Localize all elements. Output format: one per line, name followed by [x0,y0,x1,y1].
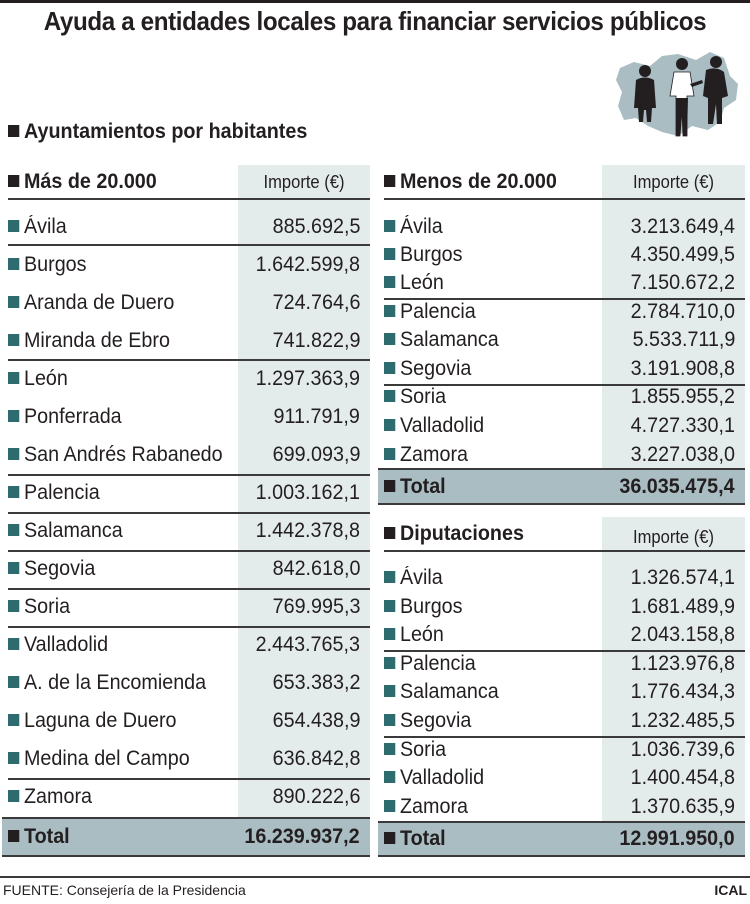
square-bullet-icon [384,480,396,492]
square-bullet-icon [384,527,396,539]
square-bullet-icon [384,175,396,187]
table-mas-20000: Más de 20.000 Importe (€) Ávila 885.692,5… [2,165,370,857]
square-bullet-icon [8,752,20,764]
square-bullet-icon [8,220,20,232]
square-bullet-icon [8,830,20,842]
square-bullet-icon [384,685,396,697]
square-bullet-icon [384,743,396,755]
square-bullet-icon [8,486,20,498]
square-bullet-icon [8,258,20,270]
square-bullet-icon [8,372,20,384]
square-bullet-icon [8,600,20,612]
row-separator [384,736,745,738]
row-separator [8,474,370,476]
square-bullet-icon [8,638,20,650]
square-bullet-icon [8,448,20,460]
table-header: Diputaciones Importe (€) [384,517,745,552]
square-bullet-icon [384,419,396,431]
page-title: Ayuda a entidades locales para financiar… [43,6,707,36]
square-bullet-icon [384,333,396,345]
value-column-shade [602,165,745,470]
total-row: Total 16.239.937,2 [2,817,370,857]
square-bullet-icon [384,600,396,612]
square-bullet-icon [384,362,396,374]
square-bullet-icon [384,448,396,460]
section-title: Ayuntamientos por habitantes [8,120,307,144]
people-silhouettes-over-map-icon [616,52,738,137]
square-bullet-icon [8,410,20,422]
footer-rule [0,876,750,878]
value-column-shade [238,165,370,818]
table-diputaciones: Diputaciones Importe (€) Ávila 1.326.574,… [378,517,745,857]
square-bullet-icon [384,628,396,640]
square-bullet-icon [384,390,396,402]
row-separator [8,512,370,514]
column-header-importe: Importe (€) [263,172,345,192]
square-bullet-icon [384,657,396,669]
total-row: Total 36.035.475,4 [378,468,745,505]
square-bullet-icon [8,125,20,137]
row-separator [384,384,745,386]
square-bullet-icon [8,676,20,688]
row-separator [8,550,370,552]
square-bullet-icon [8,334,20,346]
table-header: Menos de 20.000 Importe (€) [384,165,745,200]
section-title-text: Ayuntamientos por habitantes [23,120,308,143]
square-bullet-icon [384,714,396,726]
column-header-importe: Importe (€) [633,172,714,192]
square-bullet-icon [8,296,20,308]
table-heading: Diputaciones [384,522,524,546]
square-bullet-icon [8,790,20,802]
total-row: Total 12.991.950,0 [378,821,745,857]
table-menos-20000: Menos de 20.000 Importe (€) Ávila 3.213.6… [378,165,745,505]
top-rule [0,0,750,3]
square-bullet-icon [384,305,396,317]
square-bullet-icon [8,562,20,574]
table-header: Más de 20.000 Importe (€) [8,165,370,200]
row-separator [8,626,370,628]
square-bullet-icon [384,220,396,232]
table-heading: Más de 20.000 [8,170,157,194]
source-credit: FUENTE: Consejería de la Presidencia [3,882,246,898]
row-separator [384,650,745,652]
value-column-shade [602,517,745,822]
square-bullet-icon [384,771,396,783]
square-bullet-icon [384,248,396,260]
row-separator [8,588,370,590]
row-separator [8,359,370,361]
square-bullet-icon [8,175,20,187]
row-separator [384,298,745,300]
square-bullet-icon [8,524,20,536]
square-bullet-icon [384,276,396,288]
square-bullet-icon [384,800,396,812]
column-header-importe: Importe (€) [633,527,714,547]
square-bullet-icon [384,571,396,583]
row-separator [8,778,370,780]
row-separator [8,244,370,246]
table-heading: Menos de 20.000 [384,170,557,194]
square-bullet-icon [384,832,396,844]
square-bullet-icon [8,714,20,726]
brand-credit: ICAL [714,882,747,898]
